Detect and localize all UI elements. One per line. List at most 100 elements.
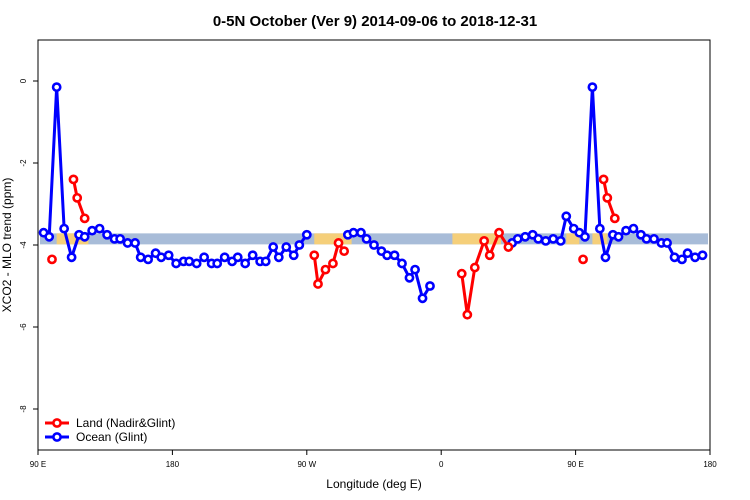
data-point bbox=[79, 231, 90, 242]
legend-label: Ocean (Glint) bbox=[76, 430, 147, 444]
data-point bbox=[79, 213, 90, 224]
data-point bbox=[232, 252, 243, 263]
data-point bbox=[313, 279, 323, 289]
data-point bbox=[51, 82, 62, 93]
data-point bbox=[641, 233, 652, 244]
data-point bbox=[690, 252, 700, 263]
data-point bbox=[484, 250, 495, 261]
x-tick-label: 90 E bbox=[30, 460, 46, 469]
data-point bbox=[479, 235, 490, 246]
series-land-nadir-glint- bbox=[47, 174, 620, 320]
x-tick-label: 90 W bbox=[297, 460, 316, 469]
data-point bbox=[410, 264, 420, 275]
data-point bbox=[94, 223, 105, 234]
data-point bbox=[456, 268, 467, 279]
data-point bbox=[649, 233, 659, 244]
x-axis-label: Longitude (deg E) bbox=[326, 477, 421, 491]
series-layer bbox=[38, 82, 708, 320]
data-point bbox=[677, 254, 687, 265]
data-point bbox=[247, 250, 258, 261]
y-axis: 0 -2 -4 -6 -8 bbox=[19, 78, 38, 413]
x-tick-label: 180 bbox=[703, 460, 717, 469]
data-point bbox=[628, 223, 639, 234]
legend-marker bbox=[52, 432, 62, 442]
data-point bbox=[135, 252, 146, 263]
data-point bbox=[156, 252, 167, 263]
data-point bbox=[59, 223, 70, 234]
data-point bbox=[561, 211, 572, 222]
data-point bbox=[669, 252, 680, 263]
data-point bbox=[130, 238, 140, 248]
data-point bbox=[102, 229, 112, 240]
data-point bbox=[356, 227, 366, 238]
data-point bbox=[621, 225, 631, 236]
data-point bbox=[361, 233, 372, 244]
data-point bbox=[520, 231, 531, 242]
data-point bbox=[580, 231, 590, 242]
data-point bbox=[389, 250, 400, 261]
data-point bbox=[87, 225, 98, 236]
data-point bbox=[281, 242, 292, 252]
legend-marker bbox=[52, 418, 62, 428]
data-point bbox=[587, 82, 598, 93]
data-point bbox=[602, 192, 613, 203]
data-point bbox=[47, 254, 57, 265]
data-point bbox=[397, 258, 407, 269]
data-point bbox=[72, 192, 83, 203]
data-point bbox=[171, 258, 182, 269]
data-point bbox=[309, 250, 320, 261]
data-point bbox=[122, 238, 133, 248]
data-point bbox=[333, 238, 344, 248]
x-tick-label: 0 bbox=[439, 460, 444, 469]
data-point bbox=[339, 246, 350, 257]
y-tick-label: -6 bbox=[19, 323, 28, 331]
data-point bbox=[404, 272, 415, 283]
data-point bbox=[66, 252, 77, 263]
x-tick-label: 90 E bbox=[567, 460, 583, 469]
data-point bbox=[609, 213, 620, 224]
data-point bbox=[662, 238, 672, 248]
y-tick-label: -8 bbox=[19, 405, 28, 413]
data-point bbox=[540, 235, 551, 246]
data-point bbox=[503, 242, 514, 252]
data-point bbox=[260, 256, 271, 267]
y-tick-label: 0 bbox=[19, 78, 28, 83]
data-point bbox=[273, 252, 284, 263]
data-point bbox=[191, 258, 202, 269]
x-axis: 90 E 180 90 W 0 90 E 180 bbox=[30, 450, 717, 469]
data-point bbox=[143, 254, 154, 265]
data-point bbox=[697, 250, 708, 261]
data-point bbox=[682, 248, 693, 259]
data-point bbox=[184, 256, 195, 267]
data-point bbox=[320, 264, 331, 275]
data-point bbox=[328, 258, 338, 269]
y-axis-label: XCO2 - MLO trend (ppm) bbox=[0, 178, 14, 313]
data-point bbox=[533, 233, 544, 244]
data-point bbox=[240, 258, 251, 269]
data-point bbox=[294, 240, 305, 250]
data-point bbox=[462, 309, 473, 320]
data-point bbox=[348, 227, 359, 238]
chart-title: 0-5N October (Ver 9) 2014-09-06 to 2018-… bbox=[213, 13, 537, 30]
data-point bbox=[425, 281, 435, 291]
data-point bbox=[163, 250, 174, 261]
data-point bbox=[68, 174, 79, 185]
data-point bbox=[469, 262, 480, 273]
series-ocean-glint- bbox=[38, 82, 708, 304]
y-tick-label: -2 bbox=[19, 159, 28, 167]
data-point bbox=[382, 250, 392, 261]
data-point bbox=[44, 231, 55, 242]
data-point bbox=[613, 231, 624, 242]
data-point bbox=[494, 227, 504, 238]
legend: Land (Nadir&Glint)Ocean (Glint) bbox=[45, 416, 175, 444]
data-point bbox=[548, 233, 559, 244]
data-point bbox=[578, 254, 588, 265]
data-point bbox=[199, 252, 210, 263]
data-point bbox=[212, 258, 223, 269]
data-point bbox=[219, 252, 230, 263]
data-point bbox=[301, 229, 312, 240]
data-point bbox=[600, 252, 611, 263]
data-point bbox=[512, 233, 523, 244]
y-tick-label: -4 bbox=[19, 241, 28, 249]
